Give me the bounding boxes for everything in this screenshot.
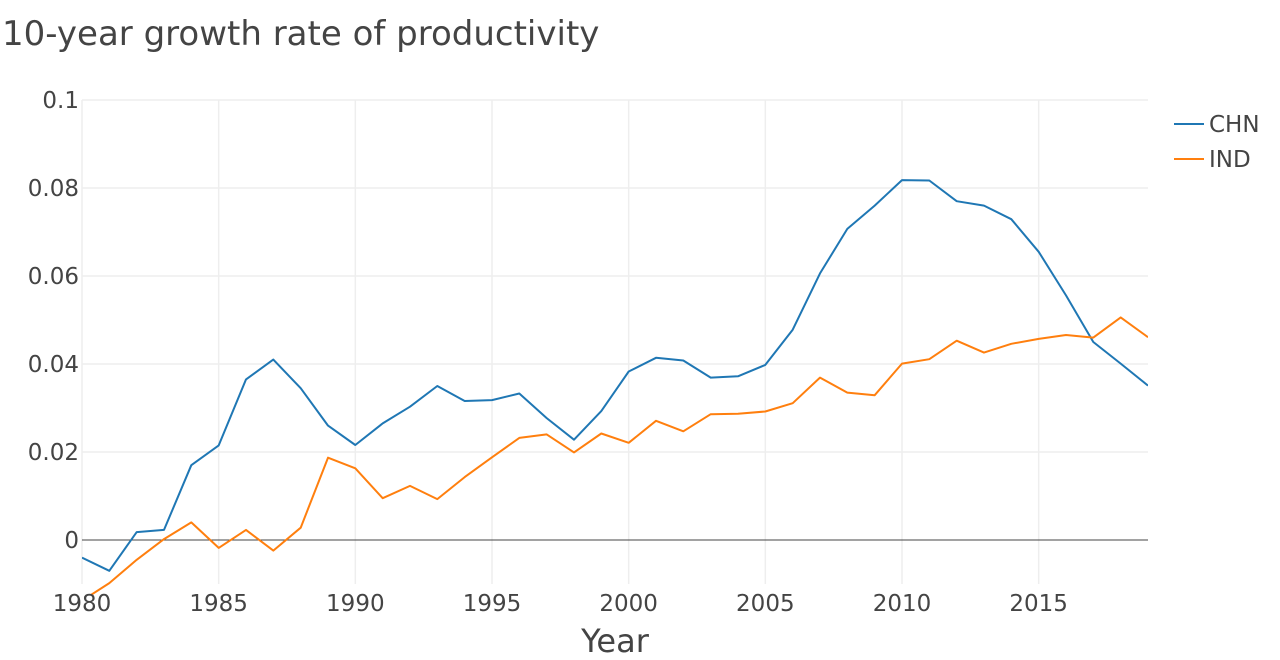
y-tick-label: 0.08	[28, 176, 79, 202]
x-tick-label: 2010	[873, 591, 932, 617]
x-tick-label: 1985	[189, 591, 248, 617]
grid	[81, 99, 1148, 584]
x-axis-title: Year	[580, 622, 650, 660]
legend-label: IND	[1209, 147, 1251, 173]
legend-item-ind[interactable]: IND	[1174, 147, 1251, 173]
x-tick-label: 2000	[599, 591, 658, 617]
legend[interactable]: CHN IND	[1174, 112, 1260, 173]
x-tick-label: 2005	[736, 591, 795, 617]
y-tick-label: 0.1	[42, 88, 79, 114]
chart-title: 10-year growth rate of productivity	[2, 14, 600, 54]
legend-label: CHN	[1209, 112, 1260, 138]
y-tick-labels: 0 0.02 0.04 0.06 0.08 0.1	[28, 88, 79, 554]
y-tick-label: 0.06	[28, 264, 79, 290]
series-line-ind	[88, 316, 1148, 595]
series-line-chn	[82, 179, 1148, 572]
y-tick-label: 0.02	[28, 440, 79, 466]
x-tick-label: 1990	[326, 591, 385, 617]
y-tick-label: 0.04	[28, 352, 79, 378]
legend-item-chn[interactable]: CHN	[1174, 112, 1260, 138]
y-tick-label: 0	[64, 528, 79, 554]
series-lines	[82, 179, 1148, 595]
x-tick-label: 1980	[53, 591, 112, 617]
x-tick-label: 2015	[1009, 591, 1068, 617]
x-tick-labels: 1980 1985 1990 1995 2000 2005 2010 2015	[53, 591, 1068, 617]
x-tick-label: 1995	[463, 591, 522, 617]
